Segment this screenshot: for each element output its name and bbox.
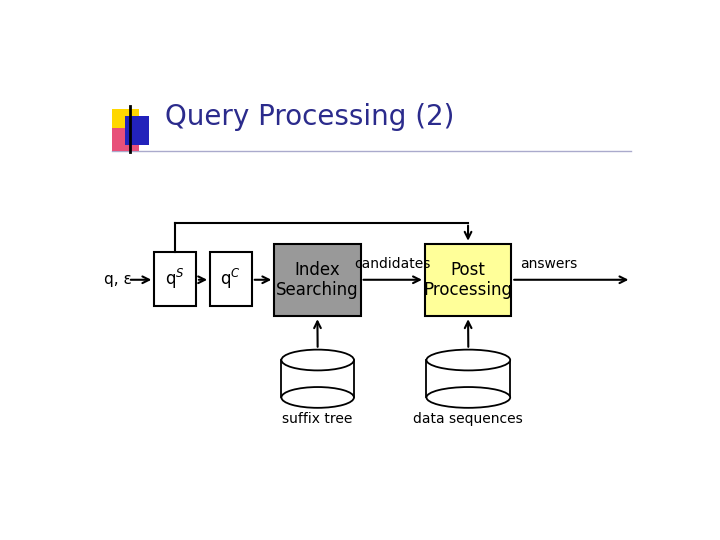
Ellipse shape (282, 349, 354, 370)
Text: q$^S$: q$^S$ (165, 267, 185, 291)
Bar (112, 109, 139, 129)
Text: q$^C$: q$^C$ (220, 267, 241, 291)
Text: Post
Processing: Post Processing (423, 261, 513, 299)
Text: Index
Searching: Index Searching (276, 261, 359, 299)
Text: data sequences: data sequences (413, 412, 523, 426)
Ellipse shape (426, 387, 510, 408)
Ellipse shape (282, 387, 354, 408)
Bar (112, 128, 139, 151)
Text: answers: answers (520, 256, 577, 271)
FancyBboxPatch shape (425, 244, 511, 316)
Text: candidates: candidates (354, 256, 431, 271)
FancyBboxPatch shape (154, 252, 196, 306)
Bar (426, 360, 510, 397)
Text: suffix tree: suffix tree (282, 412, 353, 426)
FancyBboxPatch shape (274, 244, 361, 316)
FancyBboxPatch shape (210, 252, 252, 306)
Text: q, ε: q, ε (104, 272, 132, 287)
Ellipse shape (426, 349, 510, 370)
Text: Query Processing (2): Query Processing (2) (166, 103, 455, 131)
Bar (282, 360, 354, 397)
Bar (125, 116, 149, 145)
